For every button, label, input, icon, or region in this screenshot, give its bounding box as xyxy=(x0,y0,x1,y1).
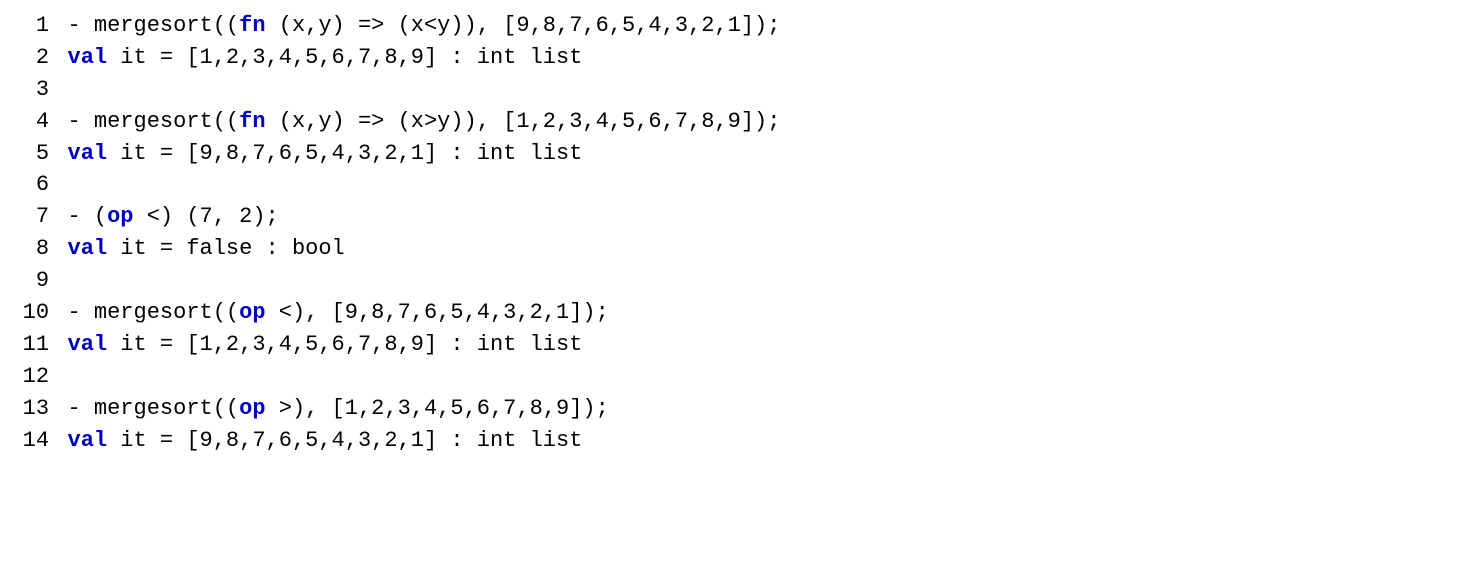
line-number: 3 xyxy=(20,74,49,106)
code-content: val it = [9,8,7,6,5,4,3,2,1] : int list xyxy=(68,425,583,457)
code-line: 11 val it = [1,2,3,4,5,6,7,8,9] : int lis… xyxy=(20,329,1450,361)
code-line: 1 - mergesort((fn (x,y) => (x<y)), [9,8,7… xyxy=(20,10,1450,42)
code-line: 7 - (op <) (7, 2); xyxy=(20,201,1450,233)
code-content: - mergesort((fn (x,y) => (x>y)), [1,2,3,… xyxy=(68,106,781,138)
keyword: op xyxy=(107,204,133,229)
code-content: val it = [1,2,3,4,5,6,7,8,9] : int list xyxy=(68,329,583,361)
code-text: <), [9,8,7,6,5,4,3,2,1]); xyxy=(266,300,609,325)
code-text: it = false : bool xyxy=(107,236,345,261)
code-text: - mergesort(( xyxy=(68,300,240,325)
line-number: 5 xyxy=(20,138,49,170)
code-content: - mergesort((op <), [9,8,7,6,5,4,3,2,1])… xyxy=(68,297,609,329)
code-line: 12 xyxy=(20,361,1450,393)
keyword: val xyxy=(68,236,108,261)
line-number: 8 xyxy=(20,233,49,265)
keyword: fn xyxy=(239,13,265,38)
code-line: 4 - mergesort((fn (x,y) => (x>y)), [1,2,3… xyxy=(20,106,1450,138)
code-text: it = [1,2,3,4,5,6,7,8,9] : int list xyxy=(107,332,582,357)
code-line: 3 xyxy=(20,74,1450,106)
line-number: 7 xyxy=(20,201,49,233)
code-text: - mergesort(( xyxy=(68,109,240,134)
code-line: 10 - mergesort((op <), [9,8,7,6,5,4,3,2,1… xyxy=(20,297,1450,329)
line-number: 1 xyxy=(20,10,49,42)
line-number: 11 xyxy=(20,329,49,361)
code-content: - (op <) (7, 2); xyxy=(68,201,279,233)
code-text: it = [9,8,7,6,5,4,3,2,1] : int list xyxy=(107,428,582,453)
line-number: 14 xyxy=(20,425,49,457)
keyword: val xyxy=(68,45,108,70)
line-number: 9 xyxy=(20,265,49,297)
code-text: - mergesort(( xyxy=(68,13,240,38)
code-text: it = [1,2,3,4,5,6,7,8,9] : int list xyxy=(107,45,582,70)
code-content: val it = [1,2,3,4,5,6,7,8,9] : int list xyxy=(68,42,583,74)
line-number: 12 xyxy=(20,361,49,393)
code-text: (x,y) => (x>y)), [1,2,3,4,5,6,7,8,9]); xyxy=(266,109,781,134)
code-text: (x,y) => (x<y)), [9,8,7,6,5,4,3,2,1]); xyxy=(266,13,781,38)
code-text: <) (7, 2); xyxy=(134,204,279,229)
code-text: - ( xyxy=(68,204,108,229)
keyword: fn xyxy=(239,109,265,134)
code-content: val it = false : bool xyxy=(68,233,345,265)
line-number: 2 xyxy=(20,42,49,74)
code-line: 8 val it = false : bool xyxy=(20,233,1450,265)
code-content: val it = [9,8,7,6,5,4,3,2,1] : int list xyxy=(68,138,583,170)
code-text: >), [1,2,3,4,5,6,7,8,9]); xyxy=(266,396,609,421)
line-number: 4 xyxy=(20,106,49,138)
code-line: 6 xyxy=(20,169,1450,201)
code-content: - mergesort((fn (x,y) => (x<y)), [9,8,7,… xyxy=(68,10,781,42)
keyword: val xyxy=(68,428,108,453)
code-text: - mergesort(( xyxy=(68,396,240,421)
keyword: op xyxy=(239,396,265,421)
code-line: 5 val it = [9,8,7,6,5,4,3,2,1] : int list xyxy=(20,138,1450,170)
keyword: val xyxy=(68,141,108,166)
code-line: 2 val it = [1,2,3,4,5,6,7,8,9] : int list xyxy=(20,42,1450,74)
keyword: op xyxy=(239,300,265,325)
line-number: 13 xyxy=(20,393,49,425)
line-number: 10 xyxy=(20,297,49,329)
code-text: it = [9,8,7,6,5,4,3,2,1] : int list xyxy=(107,141,582,166)
code-line: 13 - mergesort((op >), [1,2,3,4,5,6,7,8,9… xyxy=(20,393,1450,425)
code-block: 1- mergesort((fn (x,y) => (x<y)), [9,8,7… xyxy=(20,10,1450,456)
code-line: 14 val it = [9,8,7,6,5,4,3,2,1] : int lis… xyxy=(20,425,1450,457)
line-number: 6 xyxy=(20,169,49,201)
code-line: 9 xyxy=(20,265,1450,297)
keyword: val xyxy=(68,332,108,357)
code-content: - mergesort((op >), [1,2,3,4,5,6,7,8,9])… xyxy=(68,393,609,425)
